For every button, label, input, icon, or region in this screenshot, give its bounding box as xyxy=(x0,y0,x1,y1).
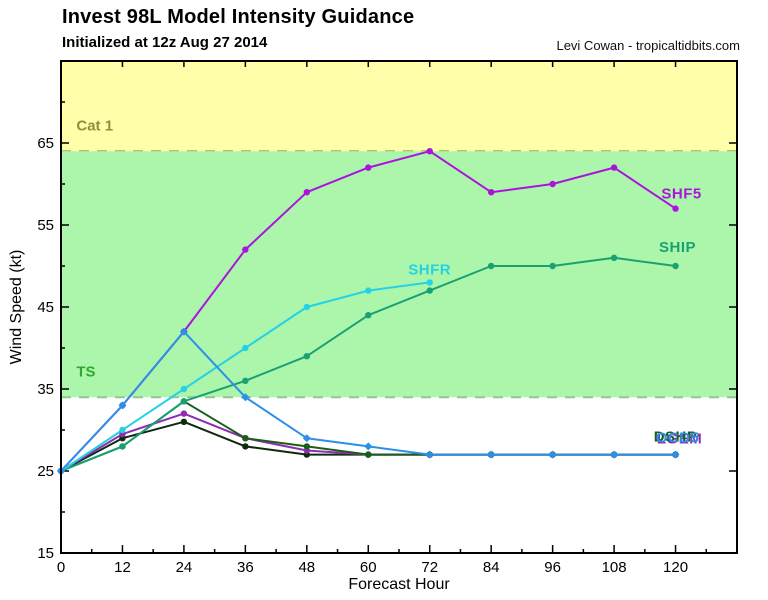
series-SHFR-marker xyxy=(303,303,311,311)
series-SHIP-marker xyxy=(426,287,433,294)
plot-frame xyxy=(60,60,738,554)
y-tick-label: 55 xyxy=(37,217,54,234)
y-tick-label: 35 xyxy=(37,381,54,398)
series-OCD5-marker xyxy=(425,450,434,459)
series-OCD5-marker xyxy=(241,393,250,402)
cat1-band-label: Cat 1 xyxy=(76,118,113,135)
series-SHF5-marker xyxy=(487,189,495,196)
x-tick-label: 24 xyxy=(176,559,193,576)
series-SHFR-marker xyxy=(119,426,126,434)
y-tick-label: 65 xyxy=(37,135,54,152)
ts-band xyxy=(61,151,737,398)
series-DSHP-marker xyxy=(242,435,249,442)
series-DSHP xyxy=(57,398,679,475)
x-tick-label: 36 xyxy=(237,559,254,576)
series-OCD5-marker xyxy=(118,401,127,410)
series-SHF5-end-label: SHF5 xyxy=(661,186,701,203)
ts-band-label: TS xyxy=(76,364,95,381)
y-tick-label: 15 xyxy=(37,545,54,562)
x-tick-label: 60 xyxy=(360,559,377,576)
tick-labels: 0 12 24 36 48 60 72 84 96 108 120 15 25 35 45 55 65 xyxy=(37,135,688,576)
x-axis-title: Forecast Hour xyxy=(348,576,450,593)
series-OCD5-end-label: OCD5 xyxy=(656,430,700,447)
series-SHF5-marker xyxy=(549,180,556,188)
series-SHF5-marker xyxy=(426,148,433,155)
x-tick-label: 48 xyxy=(298,559,315,576)
series-SHF5-marker xyxy=(672,205,679,212)
series-SHIP-end-label: SHIP xyxy=(659,239,696,256)
series-SHFR-end-label: SHFR xyxy=(408,261,451,278)
series-OCD5-marker xyxy=(487,450,496,459)
series-OCD5 xyxy=(57,327,680,475)
y-tick-label: 45 xyxy=(37,299,54,316)
series-DSHP-end-label: DSHP xyxy=(654,429,698,446)
series-OCD5-marker xyxy=(179,327,188,336)
series-LGEM xyxy=(57,410,679,475)
series-SHFR-marker xyxy=(365,287,372,294)
x-tick-label: 72 xyxy=(421,559,438,576)
series-OCD5-marker xyxy=(548,450,557,459)
series-SHIP-marker xyxy=(242,377,249,384)
x-tick-label: 84 xyxy=(483,559,500,576)
series-SHIP-marker xyxy=(119,443,126,450)
threshold-bands: Cat 1 TS xyxy=(61,61,737,399)
series-SHF5-marker xyxy=(365,164,372,171)
series-DSHP-line xyxy=(60,400,676,472)
series-SHIP xyxy=(57,254,679,475)
x-tick-label: 96 xyxy=(544,559,561,576)
series-DSHP-marker xyxy=(365,451,372,458)
series-LGEM-end-label: LGEM xyxy=(657,431,702,448)
series-UNLABELED-DARK-marker xyxy=(242,443,249,450)
credit-text: Levi Cowan - tropicaltidbits.com xyxy=(556,38,740,53)
series-SHIP-marker xyxy=(610,254,618,261)
series-SHFR-marker xyxy=(242,344,249,352)
y-tick-label: 25 xyxy=(37,463,54,480)
series-SHFR-marker xyxy=(180,385,188,393)
series-OCD5-marker xyxy=(671,450,680,459)
series-SHF5-marker xyxy=(242,246,249,253)
series-SHIP-marker xyxy=(365,312,372,319)
series-SHIP-marker xyxy=(549,262,556,270)
x-tick-label: 108 xyxy=(602,559,627,576)
series-UNLABELED-DARK-marker xyxy=(180,418,188,425)
series-OCD5-marker xyxy=(610,450,619,459)
series-SHF5-marker xyxy=(610,164,618,171)
y-axis-title: Wind Speed (kt) xyxy=(8,250,25,365)
series-SHF5-marker xyxy=(303,189,311,196)
series-LGEM-marker xyxy=(180,410,188,417)
series-OCD5-marker xyxy=(302,434,311,443)
chart-title: Invest 98L Model Intensity Guidance xyxy=(62,6,415,28)
x-tick-label: 0 xyxy=(57,559,65,576)
series-DSHP-marker xyxy=(303,443,311,450)
series-OCD5-marker xyxy=(364,442,373,451)
series-SHFR-marker xyxy=(426,279,433,286)
cat1-band xyxy=(61,61,737,152)
x-tick-label: 12 xyxy=(114,559,131,576)
series-SHIP-marker xyxy=(180,398,188,405)
series-SHIP-marker xyxy=(487,262,495,270)
series-SHIP-marker xyxy=(303,353,311,360)
series-SHIP-marker xyxy=(672,262,679,270)
series-LGEM-line xyxy=(60,412,676,472)
chart-subtitle: Initialized at 12z Aug 27 2014 xyxy=(62,34,268,51)
axis-ticks xyxy=(60,60,738,554)
x-tick-label: 120 xyxy=(663,559,688,576)
